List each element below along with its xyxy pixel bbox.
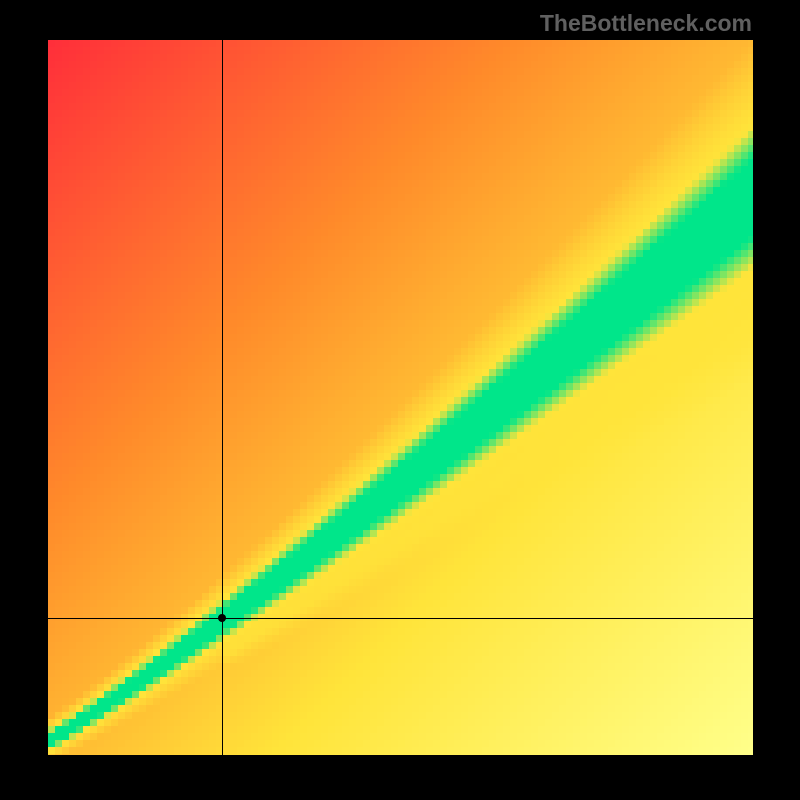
crosshair-horizontal bbox=[48, 618, 753, 619]
chart-container: TheBottleneck.com bbox=[0, 0, 800, 800]
heatmap-canvas bbox=[48, 40, 753, 755]
crosshair-vertical bbox=[222, 40, 223, 755]
marker-dot bbox=[218, 614, 226, 622]
plot-area bbox=[48, 40, 753, 755]
watermark-text: TheBottleneck.com bbox=[540, 10, 752, 37]
